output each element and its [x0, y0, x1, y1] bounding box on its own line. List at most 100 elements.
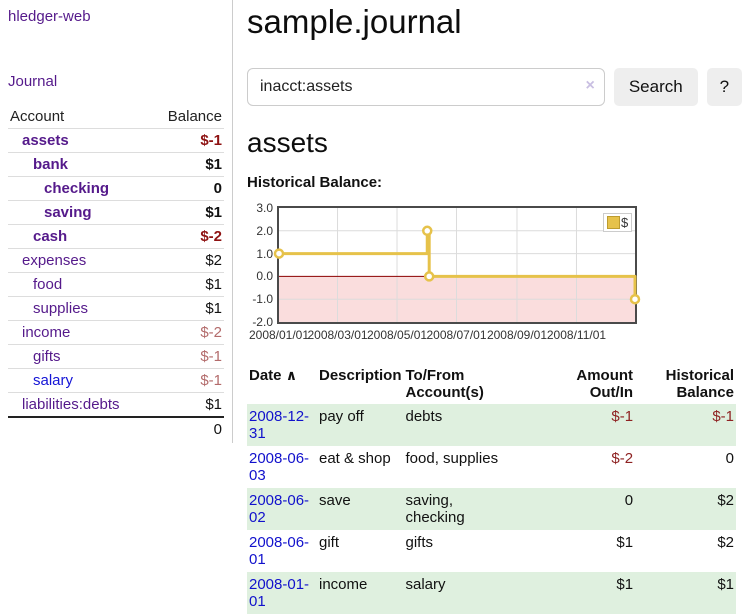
- transaction-date-link[interactable]: 2008-01-01: [249, 576, 310, 610]
- transaction-date-link[interactable]: 2008-06-02: [249, 492, 310, 526]
- transaction-date-link[interactable]: 2008-06-03: [249, 450, 310, 484]
- account-balance: $1: [150, 200, 224, 225]
- transaction-accounts: food, supplies: [405, 450, 499, 467]
- account-link-bank[interactable]: bank: [33, 156, 69, 173]
- register-row: 2008-12-31 pay off debts $-1 $-1: [247, 404, 736, 446]
- transaction-accounts: gifts: [405, 534, 434, 551]
- register-row: 2008-06-03 eat & shop food, supplies $-2…: [247, 446, 736, 488]
- register-header-balance: Historical Balance: [665, 367, 734, 401]
- account-row-salary: salary $-1: [8, 368, 224, 393]
- account-link-food[interactable]: food: [33, 276, 63, 293]
- register-row: 2008-06-01 gift gifts $1 $2: [247, 530, 736, 572]
- account-link-gifts[interactable]: gifts: [33, 348, 61, 365]
- x-axis-tick-label: 2008/11/01: [546, 328, 607, 342]
- account-link-liabilities-debts[interactable]: liabilities:debts: [22, 396, 120, 413]
- transaction-accounts: salary: [405, 576, 446, 593]
- account-row-income: income $-2: [8, 320, 224, 345]
- transaction-description: income: [318, 576, 368, 593]
- account-balance: $1: [150, 296, 224, 321]
- help-button[interactable]: ?: [706, 68, 742, 106]
- account-row-gifts: gifts $-1: [8, 344, 224, 369]
- account-link-cash[interactable]: cash: [33, 228, 68, 245]
- account-balance: $-1: [150, 344, 224, 369]
- clear-search-icon[interactable]: ×: [585, 77, 595, 94]
- account-link-assets[interactable]: assets: [22, 132, 69, 149]
- historical-balance-chart: 3.0 2.0 1.0 0.0 -1.0 -2.0 2008/01/01 2008/03/01…: [247, 200, 742, 342]
- account-balance: 0: [150, 176, 224, 201]
- account-heading: assets: [247, 127, 328, 158]
- accounts-header-balance: Balance: [150, 105, 224, 129]
- page-title: sample.journal: [247, 3, 462, 40]
- account-link-salary[interactable]: salary: [33, 372, 74, 389]
- search-button[interactable]: Search: [613, 68, 698, 106]
- brand-link[interactable]: hledger-web: [8, 8, 91, 25]
- transaction-balance: $2: [717, 492, 734, 509]
- register-header-accounts: To/From Account(s): [405, 367, 484, 401]
- chart-legend: $: [603, 213, 633, 232]
- transaction-balance: $1: [717, 576, 734, 593]
- transaction-balance: 0: [725, 450, 734, 467]
- transaction-date-link[interactable]: 2008-06-01: [249, 534, 310, 568]
- account-row-bank: bank $1: [8, 152, 224, 177]
- transaction-date-link[interactable]: 2008-12-31: [249, 408, 310, 442]
- transaction-amount: $1: [616, 534, 634, 551]
- transaction-description: eat & shop: [318, 450, 391, 467]
- account-balance: $-1: [150, 128, 224, 153]
- transaction-amount: $-1: [611, 408, 634, 425]
- register-header-amount: Amount Out/In: [576, 367, 634, 401]
- transaction-amount: $1: [616, 576, 634, 593]
- chart-plot-area: [273, 206, 641, 324]
- sort-ascending-icon: ∧: [285, 367, 298, 383]
- account-row-expenses: expenses $2: [8, 248, 224, 273]
- transaction-description: gift: [318, 534, 339, 551]
- account-row-saving: saving $1: [8, 200, 224, 225]
- account-row-checking: checking 0: [8, 176, 224, 201]
- register-header-date[interactable]: Date ∧: [249, 367, 298, 384]
- register-row: 2008-01-01 income salary $1 $1: [247, 572, 736, 614]
- x-axis-tick-label: 2008/05/01: [366, 328, 428, 342]
- y-axis-tick-label: -1.0: [252, 292, 273, 307]
- accounts-total-row: 0: [8, 416, 224, 441]
- accounts-table: Account Balance assets $-1 bank $1 check…: [8, 105, 224, 441]
- account-row-liabilities-debts: liabilities:debts $1: [8, 392, 224, 418]
- transaction-balance: $-1: [712, 408, 734, 425]
- x-axis-tick-label: 2008/09/01: [486, 328, 547, 342]
- legend-label: $: [621, 215, 629, 230]
- y-axis-tick-label: -2.0: [252, 315, 273, 329]
- x-axis-tick-label: 2008/01/01: [248, 328, 310, 342]
- account-balance: $1: [150, 152, 224, 177]
- account-link-checking[interactable]: checking: [44, 180, 110, 197]
- account-link-supplies[interactable]: supplies: [33, 300, 89, 317]
- chart-title: Historical Balance:: [247, 174, 383, 191]
- sidebar-item-journal[interactable]: Journal: [8, 73, 58, 90]
- account-balance: $-1: [150, 368, 224, 393]
- legend-swatch-icon: [607, 216, 620, 229]
- register-header-description: Description: [318, 367, 402, 384]
- account-row-supplies: supplies $1: [8, 296, 224, 321]
- account-row-food: food $1: [8, 272, 224, 297]
- x-axis-tick-label: 2008/03/01: [307, 328, 368, 342]
- account-row-cash: cash $-2: [8, 224, 224, 249]
- accounts-table-header: Account Balance: [8, 105, 224, 129]
- account-balance: $-2: [150, 224, 224, 249]
- search-input[interactable]: [247, 68, 605, 106]
- y-axis-tick-label: 0.0: [256, 269, 273, 284]
- transaction-amount: $-2: [611, 450, 634, 467]
- transaction-accounts: debts: [405, 408, 443, 425]
- transaction-description: save: [318, 492, 351, 509]
- y-axis-tick-label: 3.0: [256, 201, 273, 215]
- y-axis-tick-label: 1.0: [256, 246, 273, 261]
- account-balance: $2: [150, 248, 224, 273]
- accounts-header-account: Account: [8, 105, 151, 129]
- transaction-balance: $2: [717, 534, 734, 551]
- account-balance: $1: [150, 272, 224, 297]
- account-balance: $1: [150, 392, 224, 418]
- account-link-expenses[interactable]: expenses: [22, 252, 87, 269]
- account-link-income[interactable]: income: [22, 324, 71, 341]
- account-link-saving[interactable]: saving: [44, 204, 92, 221]
- search-form: × Search ?: [247, 68, 742, 106]
- sidebar: hledger-web Journal Account Balance asse…: [0, 0, 233, 443]
- transaction-accounts: saving, checking: [405, 492, 465, 526]
- account-balance: $-2: [150, 320, 224, 345]
- transaction-amount: 0: [624, 492, 634, 509]
